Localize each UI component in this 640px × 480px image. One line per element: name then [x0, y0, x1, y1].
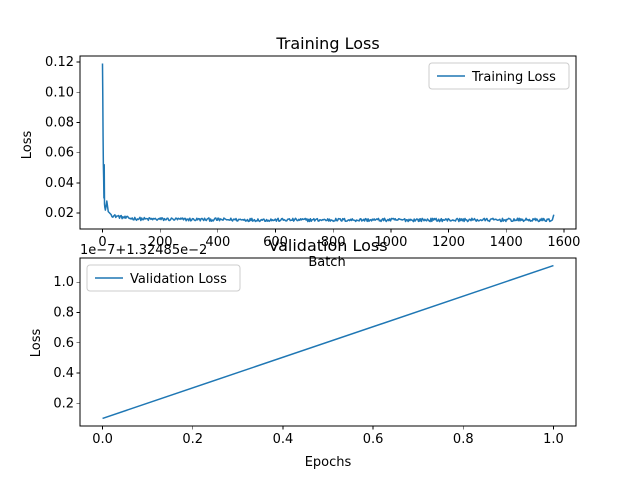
- validation-loss-x-tick-label: 0.2: [182, 432, 203, 447]
- validation-loss-x-tick-label: 0.6: [363, 432, 384, 447]
- validation-loss-chart: 0.0 0.2 0.4 0.6 0.8 1.0 0.2 0.4 0.6 0.8 1.0 Validat…: [53, 257, 577, 447]
- training-loss-x-tick-label: 0: [98, 235, 106, 250]
- training-loss-plot-frame: [79, 55, 577, 230]
- training-loss-y-tick-label: 0.02: [45, 206, 74, 221]
- validation-loss-x-tick-label: 0.8: [453, 432, 474, 447]
- validation-loss-x-tick-label: 0.4: [273, 432, 294, 447]
- training-loss-x-tick-label: 1200: [432, 235, 465, 250]
- training-loss-x-tick-label: 800: [321, 235, 346, 250]
- training-loss-chart: 0 200 400 600 800 1000 1200 1400 1600 0.02 0.04 0.0…: [45, 55, 580, 250]
- training-loss-y-tick-label: 0.12: [45, 55, 74, 70]
- validation-loss-y-tick-label: 0.6: [53, 336, 74, 351]
- training-loss-x-tick-label: 400: [205, 235, 230, 250]
- training-loss-y-tick-label: 0.06: [45, 146, 74, 161]
- validation-loss-series-line: [102, 264, 554, 420]
- training-loss-x-tick-label: 200: [148, 235, 173, 250]
- validation-loss-plot-frame: [79, 257, 577, 427]
- validation-loss-legend: Validation Loss: [86, 264, 241, 292]
- training-loss-x-tick-label: 1000: [374, 235, 407, 250]
- training-loss-legend: Training Loss: [428, 62, 570, 90]
- validation-loss-y-tick-label: 0.2: [53, 396, 74, 411]
- validation-loss-y-tick-label: 1.0: [53, 275, 74, 290]
- training-loss-y-tick-label: 0.04: [45, 176, 74, 191]
- validation-loss-offset: 1e−7+1.32485e−2: [80, 243, 207, 258]
- validation-loss-ylabel: Loss: [29, 329, 44, 358]
- training-loss-y-tick-label: 0.08: [45, 115, 74, 130]
- training-loss-y-tick-label: 0.10: [45, 85, 74, 100]
- training-loss-legend-box: [428, 62, 570, 90]
- training-loss-ylabel: Loss: [20, 131, 35, 160]
- validation-loss-legend-label: Validation Loss: [130, 272, 227, 287]
- training-loss-legend-label: Training Loss: [471, 70, 556, 85]
- validation-loss-y-tick-label: 0.4: [53, 366, 74, 381]
- training-loss-series-line: [101, 63, 555, 223]
- training-loss-title: Training Loss: [275, 34, 379, 53]
- validation-loss-y-tick-label: 0.8: [53, 305, 74, 320]
- training-loss-xlabel: Batch: [308, 255, 345, 270]
- validation-loss-x-tick-label: 0.0: [92, 432, 113, 447]
- training-loss-x-tick-label: 600: [263, 235, 288, 250]
- validation-loss-title: Validation Loss: [268, 236, 387, 255]
- training-loss-x-tick-label: 1400: [490, 235, 523, 250]
- validation-loss-x-tick-label: 1.0: [543, 432, 564, 447]
- training-loss-x-tick-label: 1600: [547, 235, 580, 250]
- validation-loss-legend-box: [86, 264, 241, 292]
- validation-loss-xlabel: Epochs: [305, 455, 352, 470]
